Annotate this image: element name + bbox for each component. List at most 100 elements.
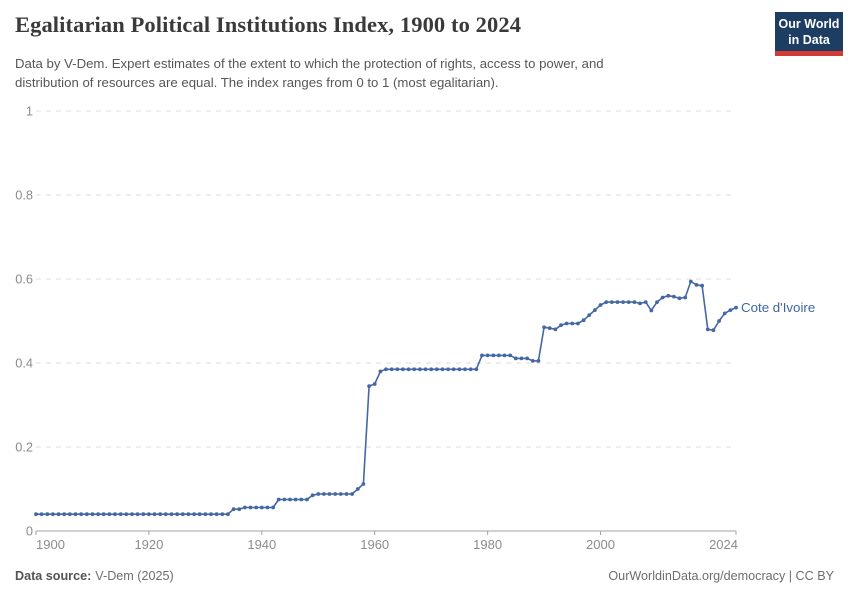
data-point [626, 300, 631, 304]
data-point [322, 492, 326, 496]
chart-title: Egalitarian Political Institutions Index… [15, 12, 522, 37]
data-point [440, 367, 445, 372]
data-point [542, 325, 546, 330]
data-point [688, 279, 693, 284]
data-point [401, 367, 405, 372]
data-point [598, 303, 603, 307]
data-point [722, 311, 727, 316]
data-point [423, 367, 428, 372]
data-point [491, 353, 496, 358]
logo-line2: in Data [788, 33, 830, 47]
y-tick-label: 0.4 [15, 356, 33, 371]
data-point [508, 353, 513, 358]
data-point [672, 294, 676, 299]
data-point [694, 283, 699, 287]
data-point [446, 367, 450, 372]
data-point [305, 497, 309, 502]
data-point [593, 308, 597, 312]
data-point [700, 283, 704, 288]
data-point [649, 308, 654, 313]
data-source-label: Data source: [15, 569, 92, 583]
owid-logo[interactable]: Our World in Data [775, 12, 843, 56]
footer-license-link[interactable]: OurWorldinData.org/democracy | CC BY [608, 569, 834, 583]
data-point [655, 300, 659, 304]
data-point [56, 512, 61, 517]
data-point [316, 492, 321, 496]
data-point [632, 300, 637, 304]
data-point [497, 353, 501, 358]
data-point [581, 318, 586, 323]
data-point [293, 497, 298, 502]
data-point [68, 512, 72, 517]
data-point [355, 487, 360, 491]
data-point [429, 367, 434, 372]
data-point [711, 328, 716, 333]
data-point [502, 353, 507, 358]
data-point [282, 497, 287, 502]
data-point [288, 497, 292, 502]
data-point [265, 505, 270, 510]
data-point [299, 497, 304, 502]
data-point [717, 319, 721, 323]
data-point [621, 300, 625, 304]
data-point [327, 492, 332, 496]
data-point [197, 512, 202, 517]
data-point [559, 323, 563, 328]
data-point [34, 512, 38, 517]
data-point [564, 321, 569, 326]
data-point [118, 512, 123, 517]
data-point [587, 313, 592, 317]
data-point [84, 512, 89, 517]
data-point [333, 492, 338, 496]
data-point [169, 512, 174, 517]
y-tick-label: 0.6 [15, 272, 33, 287]
x-tick-label: 1960 [360, 537, 389, 552]
data-point [237, 507, 242, 512]
data-point [344, 492, 349, 496]
data-point [525, 356, 529, 361]
data-point [519, 356, 524, 361]
data-point [463, 367, 467, 372]
data-point [203, 512, 208, 517]
data-point [226, 512, 230, 517]
data-point [62, 512, 67, 517]
data-point [553, 327, 558, 332]
data-point [79, 512, 84, 517]
y-tick-label: 1 [26, 104, 33, 119]
series-label[interactable]: Cote d'Ivoire [741, 300, 815, 315]
data-point [389, 367, 394, 372]
chart-footer: Data source: V-Dem (2025) OurWorldinData.… [15, 569, 834, 583]
data-point [73, 512, 78, 517]
data-point [643, 300, 648, 304]
data-point [547, 326, 552, 330]
data-point [576, 321, 580, 326]
data-point [728, 308, 733, 312]
data-point [45, 512, 50, 517]
chart-subtitle-line1: Data by V-Dem. Expert estimates of the e… [15, 56, 604, 71]
data-point [451, 367, 456, 372]
data-point [175, 512, 180, 517]
data-point [39, 512, 44, 517]
data-point [683, 295, 688, 300]
x-tick-label: 1980 [473, 537, 502, 552]
data-point [468, 367, 473, 372]
data-point [141, 512, 146, 517]
data-point [248, 505, 253, 510]
data-point [158, 512, 163, 517]
data-point [276, 497, 281, 502]
data-point [163, 512, 168, 517]
chart-subtitle-line2: distribution of resources are equal. The… [15, 75, 499, 90]
data-point [604, 300, 609, 304]
data-point [536, 359, 541, 363]
data-point [350, 492, 354, 496]
trend-line [36, 280, 737, 516]
x-tick-label: 1920 [134, 537, 163, 552]
data-point [705, 327, 710, 332]
data-point [406, 367, 411, 372]
data-point [310, 493, 315, 498]
data-point [124, 512, 129, 517]
data-point [677, 296, 682, 301]
